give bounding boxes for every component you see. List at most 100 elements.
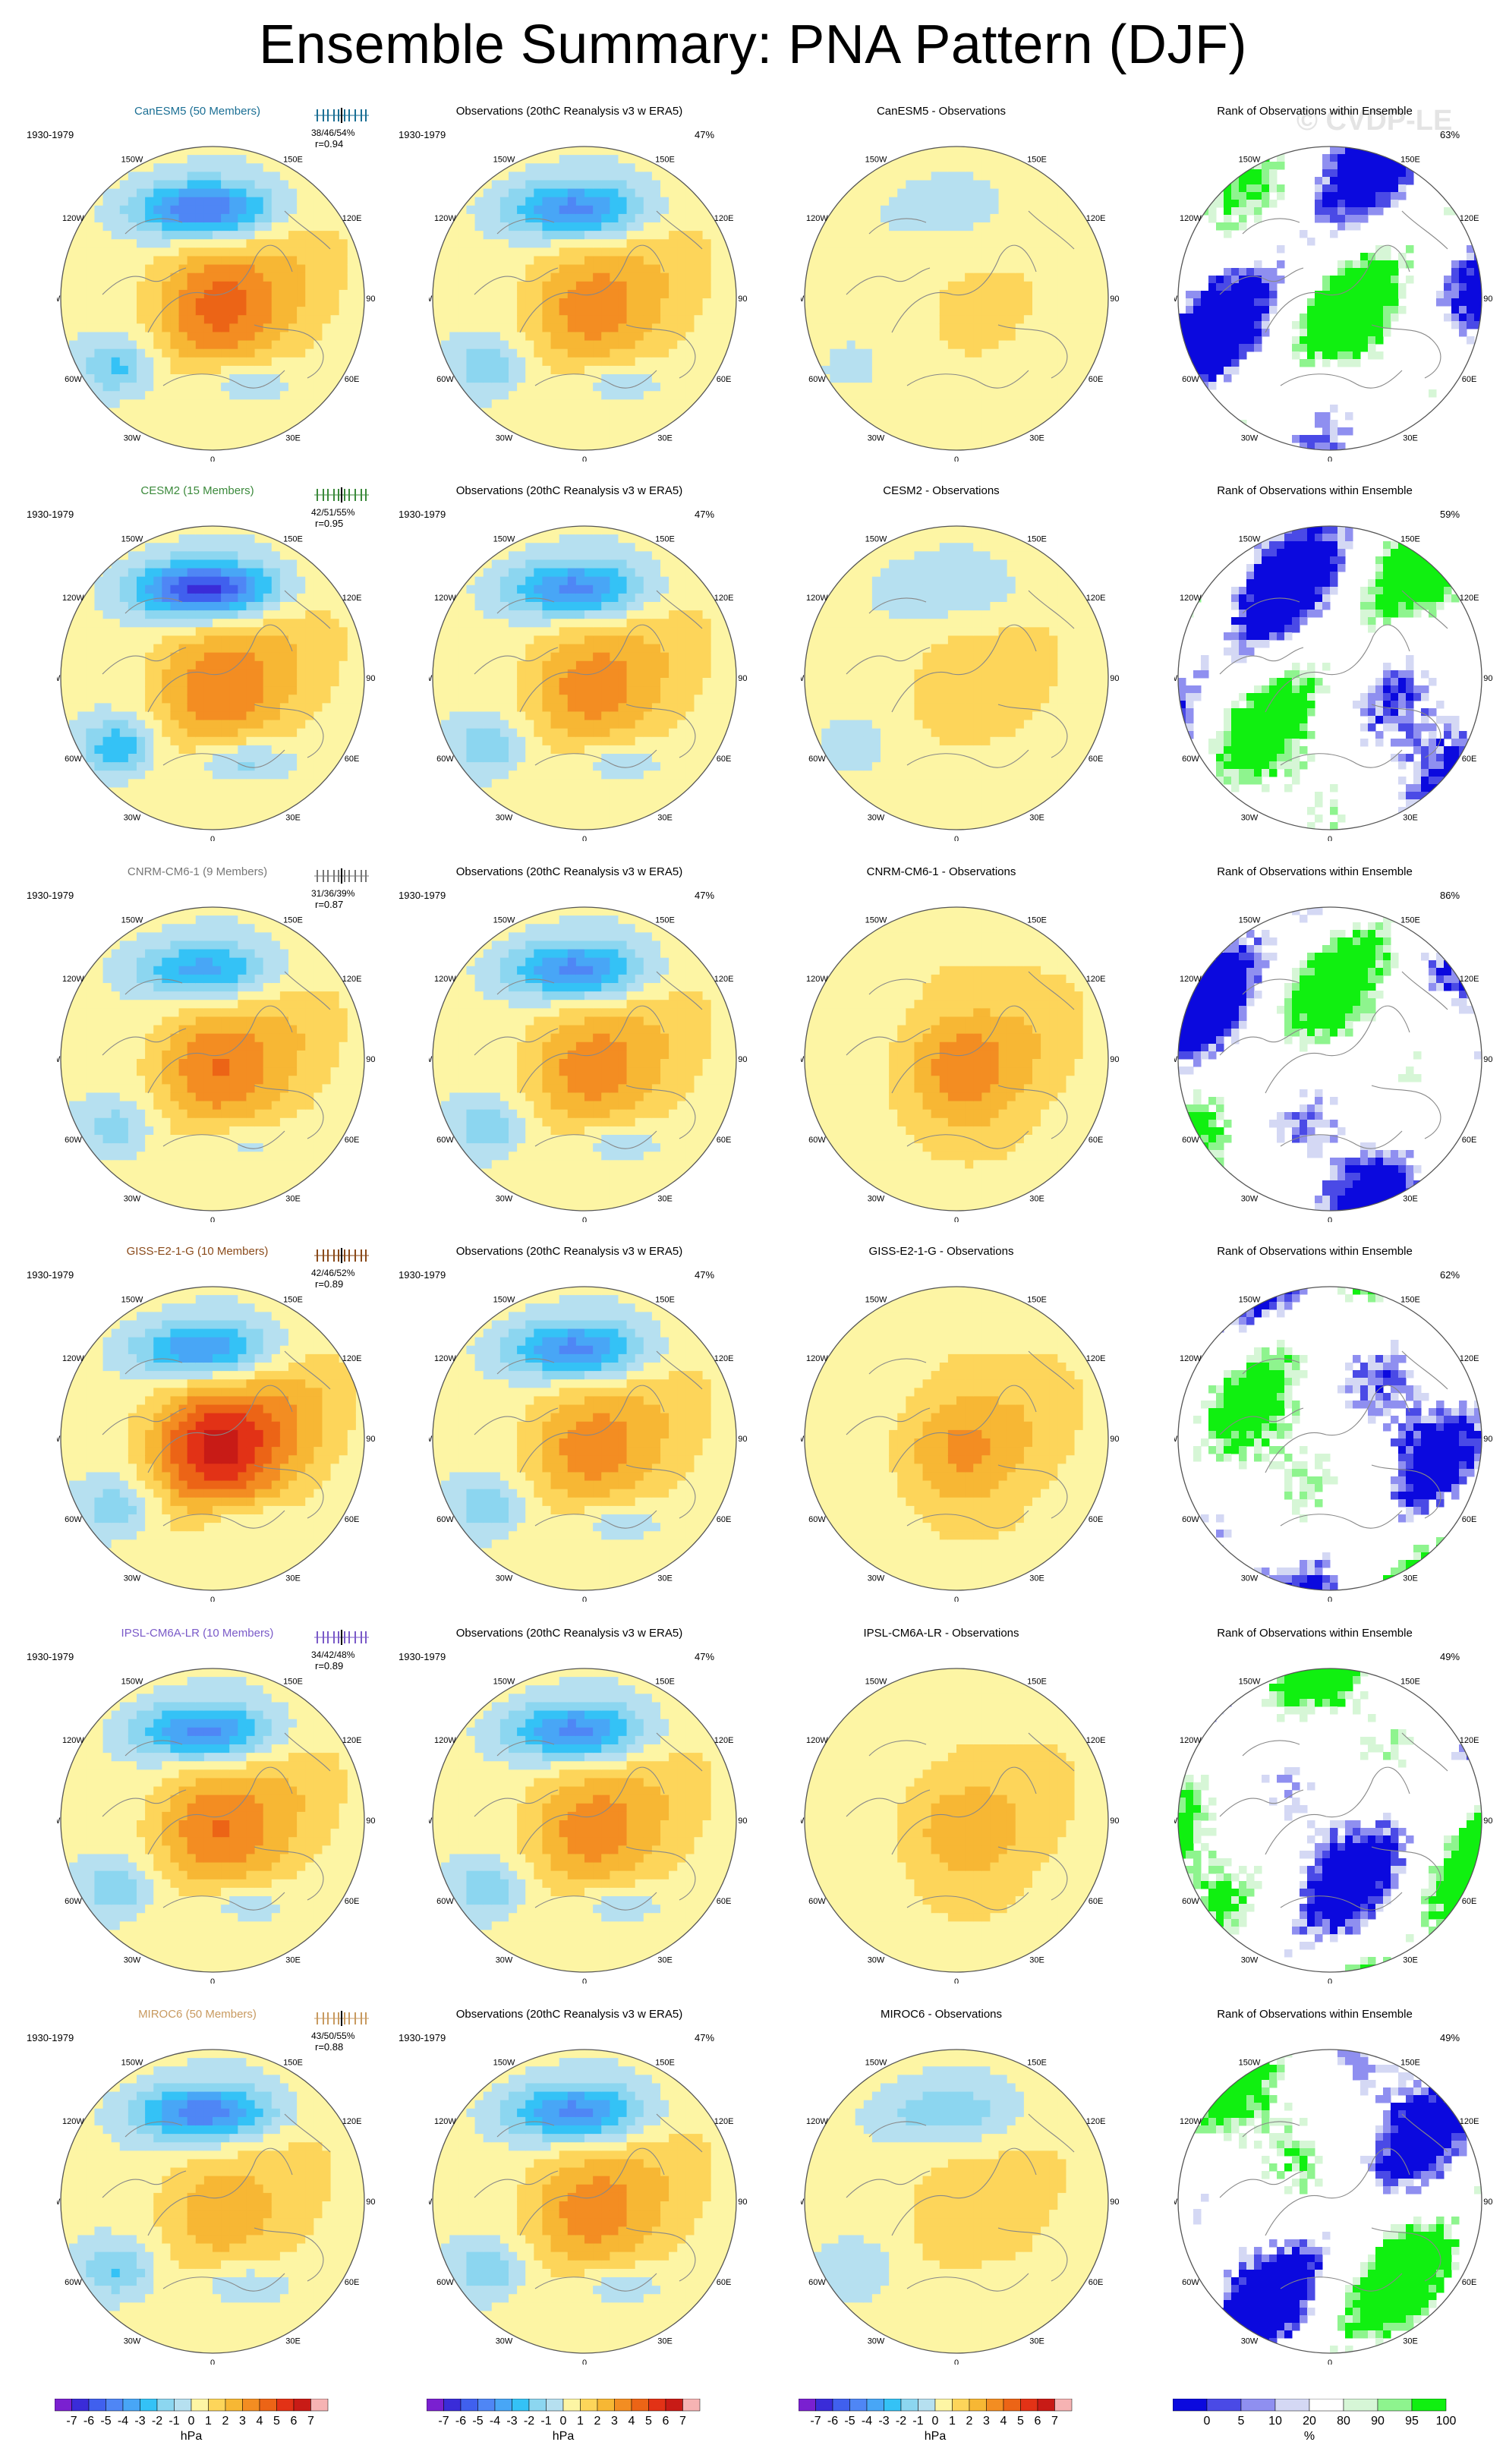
map-cell bbox=[94, 247, 104, 257]
rank-cell bbox=[1322, 169, 1331, 178]
map-cell bbox=[1049, 307, 1058, 316]
map-cell bbox=[981, 289, 991, 299]
map-cell bbox=[897, 365, 906, 375]
map-cell bbox=[593, 172, 602, 181]
map-cell bbox=[458, 348, 468, 358]
map-cell bbox=[509, 307, 518, 316]
map-cell bbox=[94, 568, 104, 578]
map-cell bbox=[313, 222, 323, 232]
map-cell bbox=[1023, 247, 1033, 257]
map-cell bbox=[914, 433, 924, 443]
map-cell bbox=[855, 231, 865, 240]
map-cell bbox=[355, 289, 364, 299]
map-cell bbox=[441, 163, 450, 172]
map-cell bbox=[221, 222, 230, 232]
rank-cell bbox=[1375, 192, 1384, 200]
map-cell bbox=[990, 197, 1000, 206]
map-cell bbox=[441, 298, 450, 307]
map-cell bbox=[271, 205, 281, 215]
map-cell bbox=[279, 231, 289, 240]
map-cell bbox=[339, 323, 348, 333]
rank-cell bbox=[1345, 154, 1353, 162]
map-cell bbox=[727, 357, 736, 367]
map-cell bbox=[77, 787, 87, 797]
map-cell bbox=[710, 231, 720, 240]
map-cell bbox=[643, 289, 653, 299]
map-cell bbox=[69, 147, 78, 156]
map-cell bbox=[1099, 307, 1108, 316]
map-cell bbox=[221, 163, 230, 172]
map-cell bbox=[517, 365, 526, 375]
map-cell bbox=[685, 298, 695, 307]
rank-cell bbox=[1277, 184, 1285, 193]
map-cell bbox=[677, 365, 686, 375]
map-cell bbox=[483, 163, 493, 172]
map-cell bbox=[660, 222, 670, 232]
map-cell bbox=[483, 247, 493, 257]
map-cell bbox=[313, 391, 323, 400]
rank-cell bbox=[1201, 314, 1209, 322]
rank-cell bbox=[1246, 276, 1255, 284]
map-cell bbox=[550, 348, 560, 358]
rank-cell bbox=[1231, 291, 1240, 299]
map-cell bbox=[153, 340, 162, 350]
map-cell bbox=[347, 424, 357, 434]
map-cell bbox=[710, 332, 720, 342]
map-cell bbox=[719, 281, 729, 291]
map-cell bbox=[643, 307, 653, 316]
rank-cell bbox=[1178, 321, 1186, 329]
map-cell bbox=[881, 315, 890, 324]
map-cell bbox=[433, 441, 442, 450]
map-cell bbox=[922, 172, 932, 181]
map-cell bbox=[1007, 247, 1016, 257]
map-cell bbox=[441, 315, 450, 324]
map-cell bbox=[618, 273, 628, 282]
map-cell bbox=[643, 264, 653, 274]
map-cell bbox=[213, 433, 222, 443]
map-cell bbox=[330, 424, 340, 434]
map-cell bbox=[601, 247, 610, 257]
map-cell bbox=[651, 289, 661, 299]
map-cell bbox=[947, 391, 957, 400]
map-cell bbox=[263, 340, 273, 350]
map-boundary bbox=[1177, 146, 1482, 451]
map-cell bbox=[102, 273, 112, 282]
map-cell bbox=[69, 543, 78, 552]
map-cell bbox=[187, 155, 197, 164]
map-cell bbox=[651, 180, 661, 190]
rank-cell bbox=[1345, 412, 1353, 421]
map-cell bbox=[846, 374, 856, 383]
rank-cell bbox=[1231, 443, 1240, 450]
map-cell bbox=[162, 391, 172, 400]
map-cell bbox=[330, 433, 340, 443]
map-cell bbox=[433, 315, 442, 324]
map-cell bbox=[1099, 416, 1108, 426]
rank-cell bbox=[1246, 329, 1255, 337]
map-cell bbox=[626, 323, 636, 333]
map-cell bbox=[458, 289, 468, 299]
rank-cell bbox=[1216, 336, 1224, 345]
map-cell bbox=[990, 332, 1000, 342]
map-cell bbox=[119, 273, 129, 282]
rank-cell bbox=[1474, 321, 1482, 329]
map-cell bbox=[449, 391, 458, 400]
rank-cell bbox=[1178, 389, 1186, 398]
rank-cell bbox=[1254, 321, 1262, 329]
map-cell bbox=[685, 273, 695, 282]
map-cell bbox=[69, 703, 78, 713]
map-cell bbox=[939, 383, 949, 392]
map-cell bbox=[610, 222, 619, 232]
rank-cell bbox=[1383, 253, 1391, 261]
map-cell bbox=[584, 289, 594, 299]
map-cell bbox=[102, 323, 112, 333]
map-cell bbox=[677, 231, 686, 240]
lon-label: 60W bbox=[1182, 375, 1199, 384]
map-cell bbox=[466, 264, 476, 274]
map-cell bbox=[102, 762, 112, 771]
map-cell bbox=[618, 315, 628, 324]
map-cell bbox=[433, 180, 442, 190]
map-cell bbox=[906, 391, 915, 400]
rank-cell bbox=[1391, 200, 1399, 208]
map-cell bbox=[702, 374, 712, 383]
map-cell bbox=[466, 180, 476, 190]
